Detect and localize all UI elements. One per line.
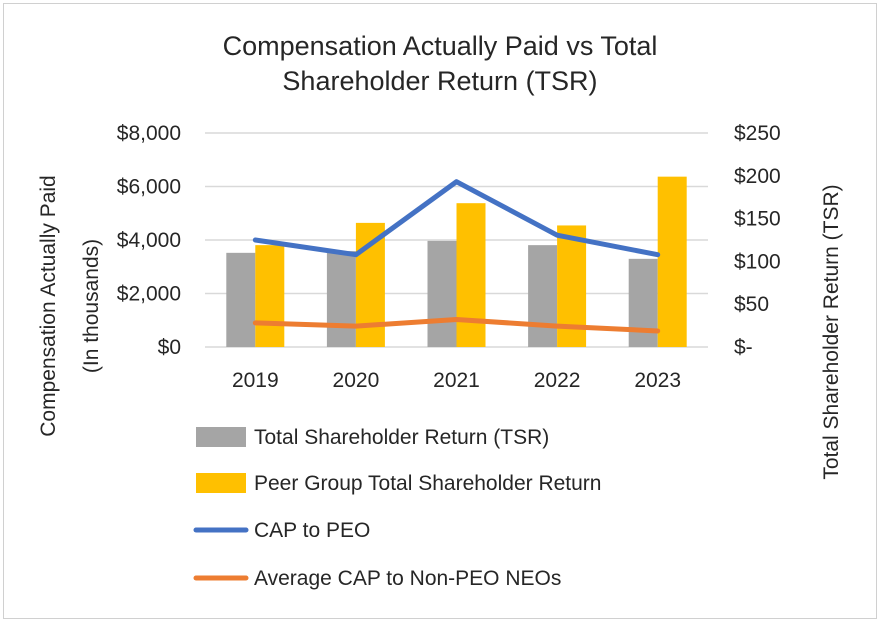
legend-item-tsr-swatch xyxy=(196,427,246,447)
legend-item-tsr-label: Total Shareholder Return (TSR) xyxy=(254,426,549,449)
left-tick-label: $2,000 xyxy=(117,283,181,306)
bar-tsr xyxy=(427,240,457,347)
left-tick-label: $8,000 xyxy=(117,122,181,145)
right-tick-label: $50 xyxy=(734,293,769,316)
x-tick-label: 2019 xyxy=(232,369,279,392)
bar-peer-tsr xyxy=(456,203,486,347)
right-axis-title: Total Shareholder Return (TSR) xyxy=(820,184,843,479)
x-tick-label: 2020 xyxy=(333,369,380,392)
x-tick-label: 2021 xyxy=(433,369,480,392)
x-tick-label: 2022 xyxy=(534,369,581,392)
chart-title-line-1: Compensation Actually Paid vs Total xyxy=(223,31,658,61)
chart-title-line-2: Shareholder Return (TSR) xyxy=(282,66,597,96)
legend-item-cap-peo-label: CAP to PEO xyxy=(254,519,370,542)
bar-peer-tsr xyxy=(657,176,687,347)
right-tick-label: $250 xyxy=(734,122,781,145)
left-axis-title-line-2: (In thousands) xyxy=(80,239,103,373)
left-tick-label: $0 xyxy=(158,336,181,359)
series-line-avg-cap-non-peo xyxy=(252,316,661,334)
left-tick-label: $4,000 xyxy=(117,229,181,252)
series-line-cap-to-peo xyxy=(252,179,661,258)
right-tick-label: $- xyxy=(734,336,753,359)
bar-tsr xyxy=(326,251,356,347)
bar-tsr xyxy=(528,245,558,347)
legend-item-avg-cap-label: Average CAP to Non-PEO NEOs xyxy=(254,567,561,590)
right-tick-label: $100 xyxy=(734,250,781,273)
bar-tsr xyxy=(628,258,658,347)
bar-tsr xyxy=(226,252,256,347)
left-axis-title-line-1: Compensation Actually Paid xyxy=(37,175,60,437)
right-tick-label: $150 xyxy=(734,208,781,231)
x-tick-label: 2023 xyxy=(634,369,681,392)
legend-item-peer-tsr-label: Peer Group Total Shareholder Return xyxy=(254,472,601,495)
left-tick-label: $6,000 xyxy=(117,176,181,199)
legend-item-peer-tsr-swatch xyxy=(196,473,246,493)
bar-peer-tsr xyxy=(255,245,285,347)
right-tick-label: $200 xyxy=(734,165,781,188)
